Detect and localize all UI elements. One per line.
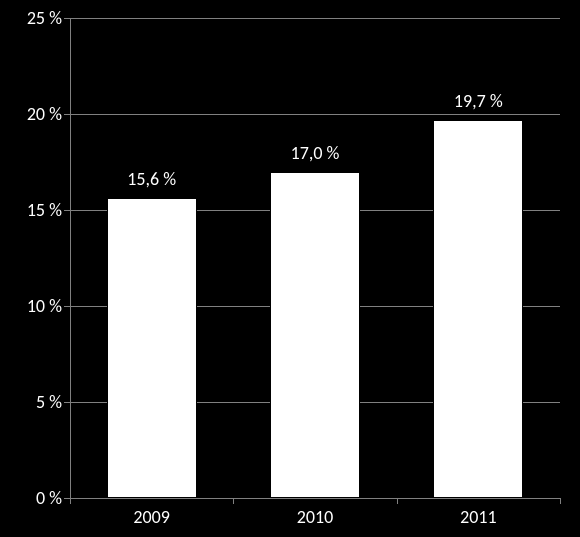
x-axis-line bbox=[70, 498, 560, 499]
bar bbox=[270, 172, 360, 498]
x-tick-label: 2010 bbox=[297, 506, 334, 528]
data-label: 15,6 % bbox=[127, 168, 176, 190]
data-label: 19,7 % bbox=[454, 90, 503, 112]
x-tick-mark bbox=[397, 498, 398, 504]
x-tick-label: 2009 bbox=[133, 506, 170, 528]
data-label: 17,0 % bbox=[291, 142, 340, 164]
y-tick-label: 10 % bbox=[27, 295, 62, 317]
y-tick-label: 15 % bbox=[27, 199, 62, 221]
y-axis-line bbox=[70, 18, 71, 498]
plot-area: 0 %5 %10 %15 %20 %25 %15,6 %200917,0 %20… bbox=[70, 18, 560, 498]
x-tick-mark bbox=[560, 498, 561, 504]
x-tick-mark bbox=[70, 498, 71, 504]
y-tick-label: 0 % bbox=[36, 487, 62, 509]
x-tick-mark bbox=[233, 498, 234, 504]
grid-line bbox=[70, 114, 560, 115]
bar bbox=[107, 198, 197, 498]
bar bbox=[433, 120, 523, 498]
x-tick-label: 2011 bbox=[460, 506, 497, 528]
y-tick-label: 25 % bbox=[27, 7, 62, 29]
y-tick-label: 5 % bbox=[36, 391, 62, 413]
grid-line bbox=[70, 18, 560, 19]
bar-chart: 0 % 5 % 10 % 15 % 20 % 25 % 15,6 % 2009 17,0 % 20… bbox=[0, 0, 580, 537]
y-tick-label: 20 % bbox=[27, 103, 62, 125]
